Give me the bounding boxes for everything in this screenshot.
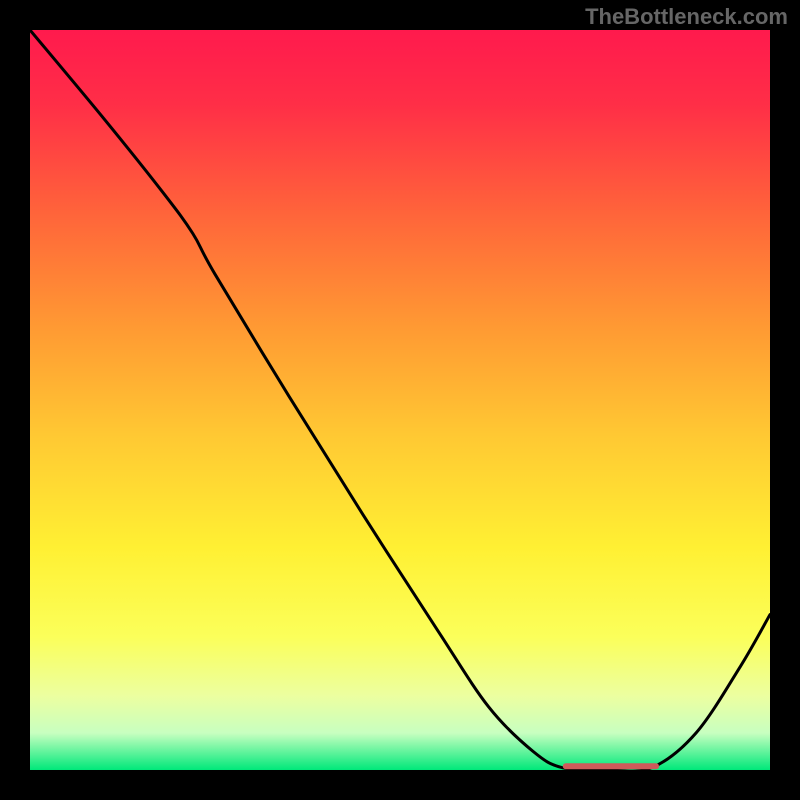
watermark-text: TheBottleneck.com	[585, 4, 788, 30]
bottleneck-chart	[30, 30, 770, 770]
chart-background	[30, 30, 770, 770]
optimal-range-marker	[563, 763, 659, 769]
chart-svg	[30, 30, 770, 770]
